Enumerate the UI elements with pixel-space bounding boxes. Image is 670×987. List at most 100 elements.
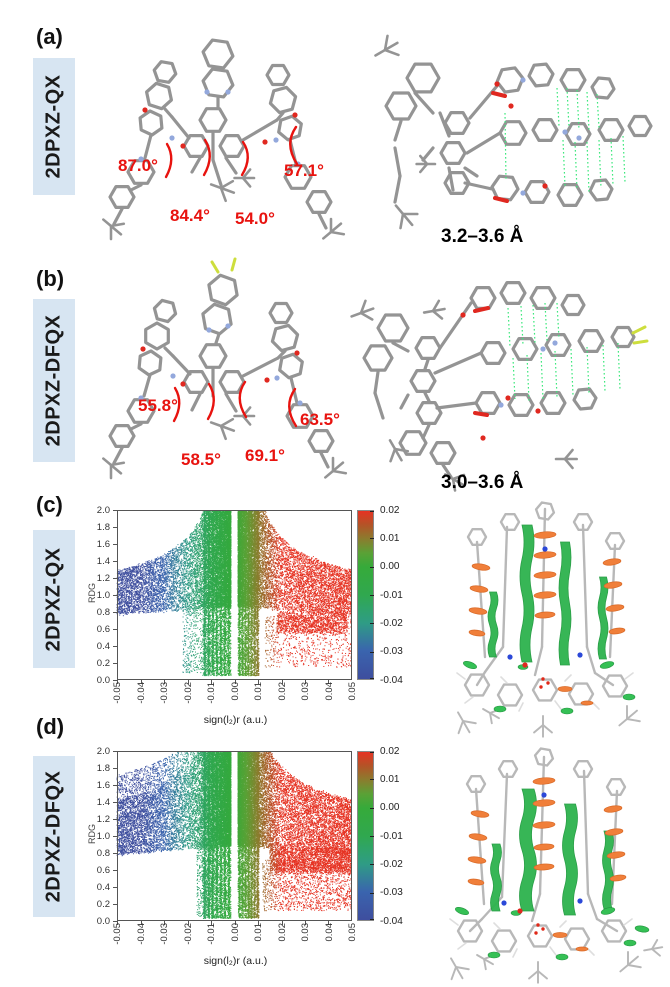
colorbar-tick-mark	[370, 566, 374, 568]
compound-tag-a-text: 2DPXZ-QX	[42, 74, 65, 179]
rdg-scatter-plot-c	[111, 510, 352, 686]
y-tick-label: 0.6	[96, 864, 110, 876]
colorbar-tick-mark	[370, 511, 374, 512]
y-tick-label: 0.6	[96, 623, 110, 635]
y-tick-label: 1.8	[96, 762, 110, 774]
x-tick-label: 0.02	[276, 923, 288, 942]
x-axis-title-d: sign(l₂)r (a.u.)	[203, 955, 268, 967]
y-tick-label: 0.2	[96, 657, 110, 669]
x-tick-label: -0.05	[112, 923, 123, 945]
colorbar-tick-label: -0.03	[380, 646, 403, 658]
x-tick-label: 0.05	[347, 682, 358, 701]
colorbar-tick-label: -0.01	[380, 589, 403, 601]
x-tick-label: -0.04	[135, 923, 147, 945]
panel-d-label: (d)	[36, 714, 65, 739]
colorbar-tick-mark	[370, 836, 374, 837]
x-tick-label: -0.05	[112, 682, 123, 704]
compound-tag-d: 2DPXZ-DFQX	[33, 756, 75, 917]
colorbar-tick-label: 0.00	[380, 561, 400, 573]
compound-tag-a: 2DPXZ-QX	[33, 58, 75, 195]
y-tick-label: 0.4	[96, 640, 110, 652]
colorbar-tick-mark	[370, 538, 374, 540]
y-tick-label: 0.0	[96, 674, 110, 686]
stacking-distance-a: 3.2–3.6 Å	[441, 226, 524, 247]
colorbar-tick-label: -0.02	[380, 617, 403, 629]
x-tick-label: 0.00	[229, 682, 241, 701]
dihedral-angle-a-4: 54.0°	[235, 209, 275, 228]
x-tick-label: -0.04	[135, 682, 147, 704]
y-tick-label: 0.0	[96, 915, 110, 927]
dihedral-angle-a-2: 57.1°	[284, 161, 324, 180]
x-tick-label: 0.01	[253, 923, 264, 942]
panel-c-label: (c)	[36, 492, 63, 517]
compound-tag-d-text: 2DPXZ-DFQX	[42, 770, 65, 903]
stacking-distance-b: 3.0–3.6 Å	[441, 472, 524, 493]
x-tick-label: 0.03	[300, 923, 311, 942]
colorbar-tick-label: -0.03	[380, 887, 403, 899]
colorbar-tick-label: 0.02	[380, 504, 400, 516]
x-tick-label: 0.01	[253, 682, 264, 701]
dihedral-angle-b-4: 69.1°	[245, 446, 285, 465]
x-tick-label: -0.03	[159, 682, 170, 704]
colorbar-tick-label: 0.00	[380, 802, 400, 814]
y-tick-label: 0.8	[96, 606, 110, 618]
x-tick-label: 0.04	[323, 923, 335, 942]
colorbar-tick-label: 0.01	[380, 532, 400, 544]
x-tick-label: -0.03	[159, 923, 170, 945]
colorbar-tick-mark	[370, 892, 374, 894]
dihedral-angle-b-1: 55.8°	[138, 396, 178, 415]
dihedral-angle-a-3: 84.4°	[170, 206, 210, 225]
colorbar-tick-mark	[370, 651, 374, 653]
dihedral-angle-b-2: 63.5°	[300, 410, 340, 429]
nci-isosurface-c	[456, 501, 641, 738]
y-tick-label: 2.0	[96, 745, 110, 757]
colorbar-tick-mark	[370, 919, 374, 920]
compound-tag-c: 2DPXZ-QX	[33, 530, 75, 668]
y-tick-label: 1.4	[96, 555, 110, 567]
colorbar-tick-label: -0.02	[380, 858, 403, 870]
y-tick-label: 1.0	[96, 830, 110, 842]
y-tick-label: 1.0	[96, 589, 110, 601]
y-tick-label: 1.6	[96, 779, 110, 791]
y-tick-label: 0.2	[96, 898, 110, 910]
colorbar-tick-label: -0.04	[380, 674, 403, 686]
x-axis-title-c: sign(l₂)r (a.u.)	[203, 714, 268, 726]
y-tick-label: 1.8	[96, 521, 110, 533]
x-tick-label: 0.05	[347, 923, 358, 942]
dihedral-angle-b-3: 58.5°	[181, 450, 221, 469]
x-tick-label: 0.00	[229, 923, 241, 942]
colorbar-tick-mark	[370, 807, 374, 809]
colorbar-tick-mark	[370, 864, 374, 866]
colorbar-tick-label: -0.01	[380, 830, 403, 842]
y-tick-label: 2.0	[96, 504, 110, 516]
compound-tag-b: 2DPXZ-DFQX	[33, 299, 75, 462]
y-tick-label: 0.4	[96, 881, 110, 893]
x-tick-label: -0.01	[206, 923, 217, 945]
y-tick-label: 1.6	[96, 538, 110, 550]
compound-tag-c-text: 2DPXZ-QX	[42, 546, 65, 652]
colorbar-tick-label: 0.02	[380, 745, 400, 757]
panel-a-label: (a)	[36, 24, 63, 49]
pi-stacking-view-b	[350, 281, 649, 492]
x-tick-label: -0.02	[182, 682, 194, 704]
x-tick-label: 0.03	[300, 682, 311, 701]
colorbar-tick-mark	[370, 595, 374, 596]
nci-isosurface-d	[449, 747, 664, 984]
dihedral-angle-a-1: 87.0°	[118, 156, 158, 175]
colorbar-tick-label: 0.01	[380, 773, 400, 785]
molecule-structure-b	[102, 257, 348, 480]
rdg-scatter-plot-d	[111, 751, 352, 927]
colorbar-tick-label: -0.04	[380, 915, 403, 927]
pi-stacking-view-a	[374, 34, 653, 230]
colorbar-tick-mark	[370, 678, 374, 679]
x-tick-label: -0.01	[206, 682, 217, 704]
compound-tag-b-text: 2DPXZ-DFQX	[42, 314, 65, 447]
x-tick-label: 0.02	[276, 682, 288, 701]
y-tick-label: 1.4	[96, 796, 110, 808]
x-tick-label: -0.02	[182, 923, 194, 945]
colorbar-tick-mark	[370, 779, 374, 781]
colorbar-tick-mark	[370, 752, 374, 753]
y-tick-label: 1.2	[96, 572, 110, 584]
panel-b-label: (b)	[36, 266, 65, 291]
